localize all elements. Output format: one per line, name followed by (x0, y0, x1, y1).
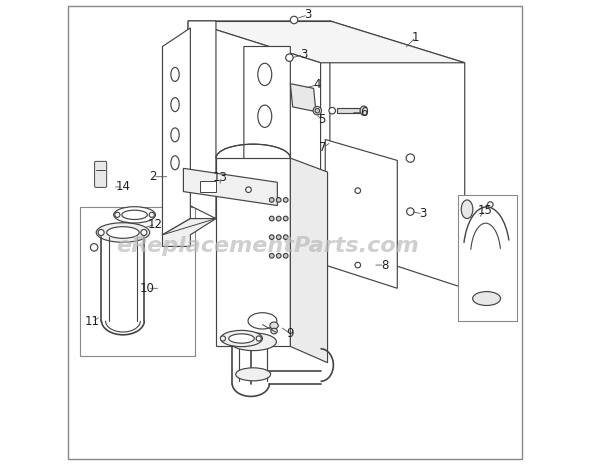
Ellipse shape (171, 128, 179, 142)
Text: 1: 1 (412, 31, 419, 44)
Text: 5: 5 (318, 113, 326, 126)
Ellipse shape (473, 292, 500, 306)
Polygon shape (199, 181, 216, 192)
Ellipse shape (270, 235, 274, 239)
Ellipse shape (270, 216, 274, 221)
Text: eReplacementParts.com: eReplacementParts.com (116, 236, 418, 257)
Ellipse shape (236, 368, 271, 381)
Text: 10: 10 (140, 282, 155, 295)
Ellipse shape (276, 235, 281, 239)
Polygon shape (188, 21, 216, 219)
Ellipse shape (90, 244, 98, 251)
Ellipse shape (258, 63, 272, 86)
Ellipse shape (258, 105, 272, 127)
Ellipse shape (290, 16, 298, 24)
Ellipse shape (122, 210, 148, 219)
Polygon shape (244, 46, 290, 237)
Ellipse shape (107, 227, 139, 239)
Ellipse shape (256, 336, 261, 341)
FancyBboxPatch shape (94, 161, 107, 187)
Ellipse shape (283, 198, 288, 202)
Ellipse shape (461, 200, 473, 219)
Polygon shape (162, 28, 191, 235)
Ellipse shape (276, 198, 281, 202)
Text: 3: 3 (304, 8, 312, 21)
Ellipse shape (260, 213, 266, 219)
Ellipse shape (355, 188, 360, 193)
Text: 9: 9 (287, 327, 294, 340)
FancyBboxPatch shape (458, 195, 517, 321)
Ellipse shape (276, 216, 281, 221)
Text: 11: 11 (85, 315, 100, 328)
Text: 12: 12 (148, 218, 163, 231)
Ellipse shape (229, 334, 254, 343)
Text: 4: 4 (313, 78, 321, 91)
Ellipse shape (313, 106, 322, 115)
Polygon shape (188, 21, 465, 63)
Ellipse shape (221, 336, 225, 341)
Ellipse shape (115, 212, 120, 218)
Ellipse shape (271, 328, 277, 334)
Ellipse shape (329, 107, 336, 114)
Polygon shape (290, 84, 316, 112)
Ellipse shape (360, 106, 368, 115)
Ellipse shape (171, 156, 179, 170)
Polygon shape (162, 219, 216, 246)
Polygon shape (188, 21, 320, 251)
Text: 6: 6 (360, 106, 368, 119)
Ellipse shape (221, 330, 263, 347)
Text: 15: 15 (477, 204, 492, 217)
Polygon shape (325, 140, 397, 288)
Ellipse shape (283, 235, 288, 239)
Ellipse shape (230, 333, 276, 351)
Polygon shape (290, 158, 327, 363)
Ellipse shape (270, 253, 274, 258)
Text: 7: 7 (319, 141, 327, 154)
Ellipse shape (407, 208, 414, 215)
Ellipse shape (141, 230, 147, 236)
Ellipse shape (96, 223, 150, 242)
Polygon shape (216, 158, 290, 346)
Text: 8: 8 (381, 259, 388, 272)
Polygon shape (80, 207, 195, 356)
Ellipse shape (171, 67, 179, 81)
Ellipse shape (283, 253, 288, 258)
Ellipse shape (286, 54, 293, 61)
Text: 2: 2 (149, 170, 157, 183)
Polygon shape (337, 108, 360, 113)
Ellipse shape (315, 108, 320, 113)
Ellipse shape (270, 198, 274, 202)
Text: 13: 13 (212, 171, 227, 184)
Text: 3: 3 (300, 48, 307, 61)
Ellipse shape (245, 187, 251, 193)
Ellipse shape (355, 262, 360, 268)
Ellipse shape (260, 183, 266, 189)
Ellipse shape (276, 253, 281, 258)
Ellipse shape (248, 313, 277, 329)
Ellipse shape (114, 206, 156, 223)
Ellipse shape (98, 230, 104, 236)
Ellipse shape (270, 322, 278, 329)
Ellipse shape (487, 202, 493, 207)
Ellipse shape (149, 212, 155, 218)
Ellipse shape (283, 216, 288, 221)
Text: 14: 14 (116, 180, 130, 193)
Ellipse shape (171, 98, 179, 112)
Text: 3: 3 (419, 207, 427, 220)
Ellipse shape (406, 154, 415, 162)
Polygon shape (183, 168, 277, 206)
Polygon shape (330, 21, 465, 288)
